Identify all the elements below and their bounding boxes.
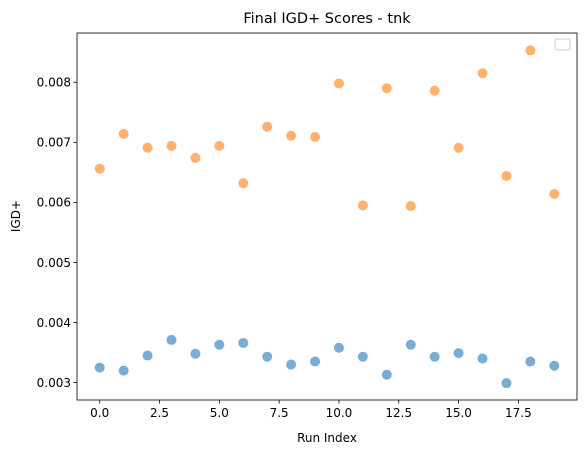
x-tick-label: 0.0 (90, 406, 109, 420)
series-2-point (94, 163, 105, 174)
legend-box (554, 38, 571, 51)
series-2-point (381, 83, 392, 94)
series-2-point (357, 200, 368, 211)
series-1-point (333, 342, 344, 353)
series-1-point (501, 378, 512, 389)
series-2-point (238, 178, 249, 189)
series-2-point (118, 128, 129, 139)
series-1-point (477, 353, 488, 364)
series-2-point (333, 78, 344, 89)
series-2-point (525, 45, 536, 56)
series-1-point (357, 351, 368, 362)
x-axis-label: Run Index (297, 431, 357, 445)
x-axis: 0.0 2.5 5.0 7.5 10.0 12.5 15.0 17.5 (90, 400, 532, 420)
x-tick-label: 12.5 (385, 406, 412, 420)
chart-title: Final IGD+ Scores - tnk (243, 11, 411, 27)
series-2-point (262, 121, 273, 132)
y-tick-label: 0.003 (37, 376, 71, 390)
series-2-point (286, 130, 297, 141)
series-2-point (477, 68, 488, 79)
series-2-point (429, 85, 440, 96)
x-tick-label: 7.5 (270, 406, 289, 420)
x-tick-label: 10.0 (326, 406, 353, 420)
series-2-point (310, 131, 321, 142)
series-1-point (381, 369, 392, 380)
x-tick-label: 15.0 (445, 406, 472, 420)
y-tick-label: 0.006 (37, 196, 71, 210)
series-1-point (310, 356, 321, 367)
series-1-point (286, 359, 297, 370)
y-axis: 0.003 0.004 0.005 0.006 0.007 0.008 (37, 76, 77, 390)
series-1-point (238, 337, 249, 348)
series-2-point (405, 200, 416, 211)
data-points (94, 45, 560, 389)
y-tick-label: 0.005 (37, 256, 71, 270)
series-1-point (453, 348, 464, 359)
series-1-point (118, 365, 129, 376)
series-2-point (501, 170, 512, 181)
x-tick-label: 2.5 (150, 406, 169, 420)
series-1-point (429, 351, 440, 362)
series-2-point (166, 140, 177, 151)
series-1-point (142, 350, 153, 361)
y-tick-label: 0.008 (37, 76, 71, 90)
x-tick-label: 5.0 (210, 406, 229, 420)
series-1-point (166, 334, 177, 345)
series-1-point (190, 348, 201, 359)
series-1-point (94, 362, 105, 373)
series-1-point (214, 339, 225, 350)
y-tick-label: 0.004 (37, 316, 71, 330)
series-2-point (453, 142, 464, 153)
y-axis-label: IGD+ (9, 200, 23, 232)
series-2-point (549, 188, 560, 199)
x-tick-label: 17.5 (505, 406, 532, 420)
series-2-point (142, 142, 153, 153)
series-1-point (525, 356, 536, 367)
series-1-point (549, 360, 560, 371)
y-tick-label: 0.007 (37, 136, 71, 150)
series-2-point (214, 140, 225, 151)
plot-area (76, 32, 578, 401)
series-1-point (405, 339, 416, 350)
series-1-point (262, 351, 273, 362)
series-2-point (190, 152, 201, 163)
